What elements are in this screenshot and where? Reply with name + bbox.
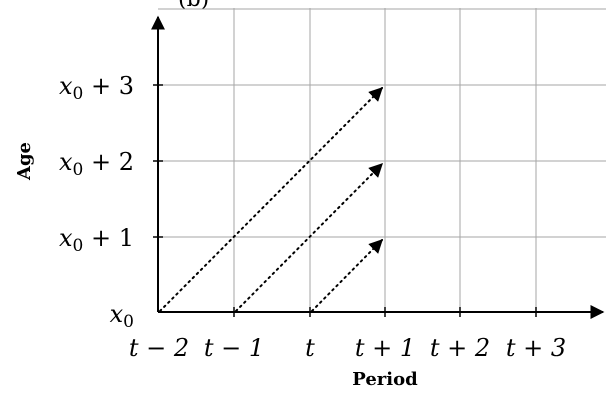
cohort-arrow-3 xyxy=(311,239,383,312)
x-tick-label: t − 1 xyxy=(204,334,264,362)
x-tick-label: t − 2 xyxy=(129,334,189,362)
x-tick-label: t + 3 xyxy=(506,334,566,362)
x-tick-label: t xyxy=(305,334,315,362)
x-tick-label: t + 2 xyxy=(430,334,490,362)
y-axis-title: Age xyxy=(14,142,35,181)
x-tick-labels: t − 2 t − 1 t t + 1 t + 2 t + 3 xyxy=(129,334,566,362)
cohort-arrows xyxy=(159,87,383,312)
y-tick-label: x0 + 1 xyxy=(59,224,134,256)
y-tick-labels: x0 x0 + 1 x0 + 2 x0 + 3 xyxy=(59,72,134,332)
grid xyxy=(158,8,606,312)
y-tick-label: x0 + 3 xyxy=(59,72,134,104)
tick-marks xyxy=(153,84,537,317)
y-tick-label: x0 xyxy=(110,300,134,332)
cohort-arrow-1 xyxy=(159,87,383,312)
y-tick-label: x0 + 2 xyxy=(59,148,134,180)
diagram-top-label: (b) xyxy=(178,0,209,12)
x-axis-title: Period xyxy=(352,369,418,390)
cohort-arrow-2 xyxy=(235,163,383,312)
x-tick-label: t + 1 xyxy=(355,334,415,362)
